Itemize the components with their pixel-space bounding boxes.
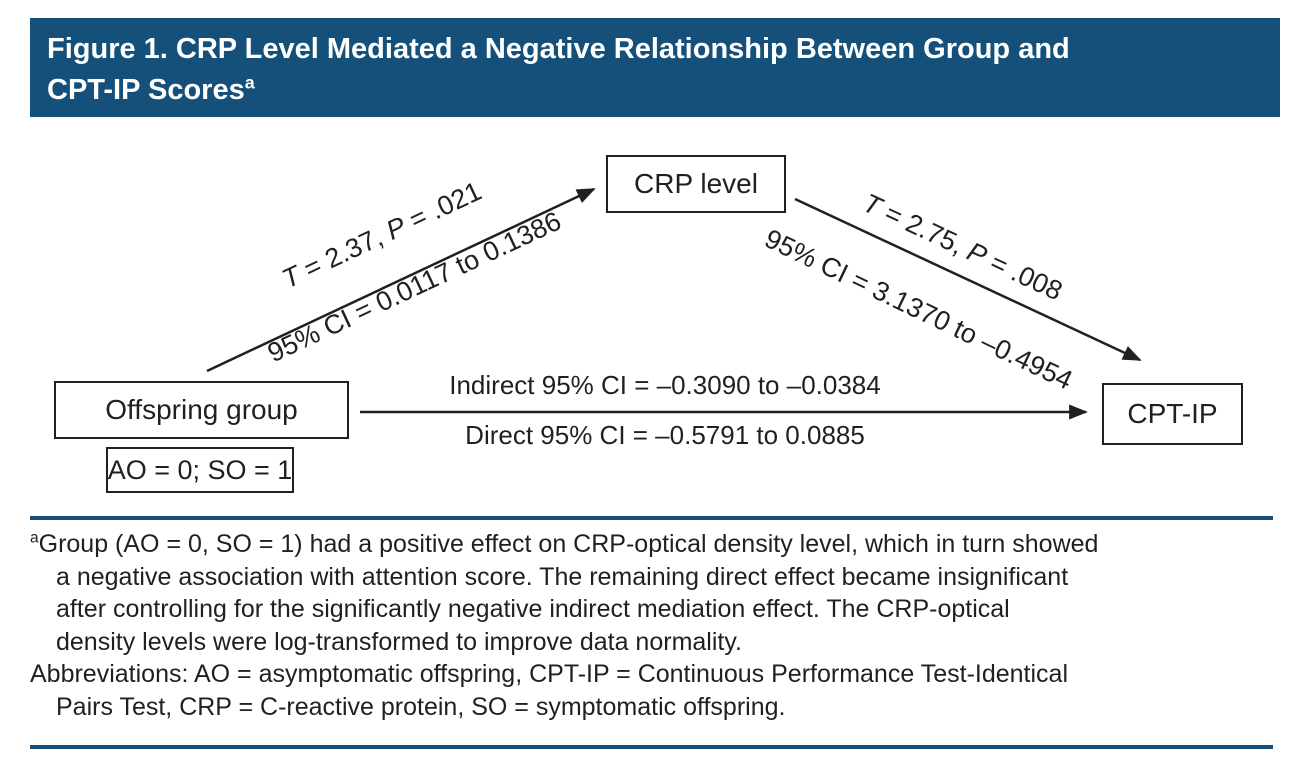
direct-effect-label: Direct 95% CI = –0.5791 to 0.0885 [465, 420, 865, 450]
figure-footnote: aGroup (AO = 0, SO = 1) had a positive e… [30, 528, 1280, 723]
p-value: = .021 [397, 175, 487, 239]
footnote-line: density levels were log-transformed to i… [56, 627, 742, 656]
node-crp-level: CRP level [606, 155, 786, 213]
figure-title-line2: CPT-IP Scores [47, 74, 245, 106]
mediation-diagram: CRP level Offspring group AO = 0; SO = 1… [0, 117, 1303, 517]
title-footnote-marker: a [244, 72, 255, 93]
abbreviations-line: Pairs Test, CRP = C-reactive protein, SO… [56, 692, 786, 721]
node-cpt-ip: CPT-IP [1102, 383, 1243, 445]
node-group-coding: AO = 0; SO = 1 [106, 447, 294, 493]
node-offspring-group: Offspring group [54, 381, 349, 439]
figure-title-line1: Figure 1. CRP Level Mediated a Negative … [47, 33, 1070, 65]
figure-title-bar: Figure 1. CRP Level Mediated a Negative … [30, 18, 1280, 117]
abbreviations-line: Abbreviations: AO = asymptomatic offspri… [30, 660, 1069, 688]
footnote-line: aGroup (AO = 0, SO = 1) had a positive e… [30, 529, 1099, 558]
p-value: = .008 [978, 243, 1068, 307]
footnote-bottom-rule [30, 745, 1273, 749]
footnote-top-rule [30, 516, 1273, 520]
footnote-line: after controlling for the significantly … [56, 595, 1010, 623]
t-value: = 2.37, [292, 218, 395, 288]
t-value: = 2.75, [873, 194, 976, 264]
footnote-line: a negative association with attention sc… [56, 562, 1069, 591]
indirect-effect-label: Indirect 95% CI = –0.3090 to –0.0384 [449, 370, 881, 400]
footnote-marker: a [30, 529, 39, 547]
